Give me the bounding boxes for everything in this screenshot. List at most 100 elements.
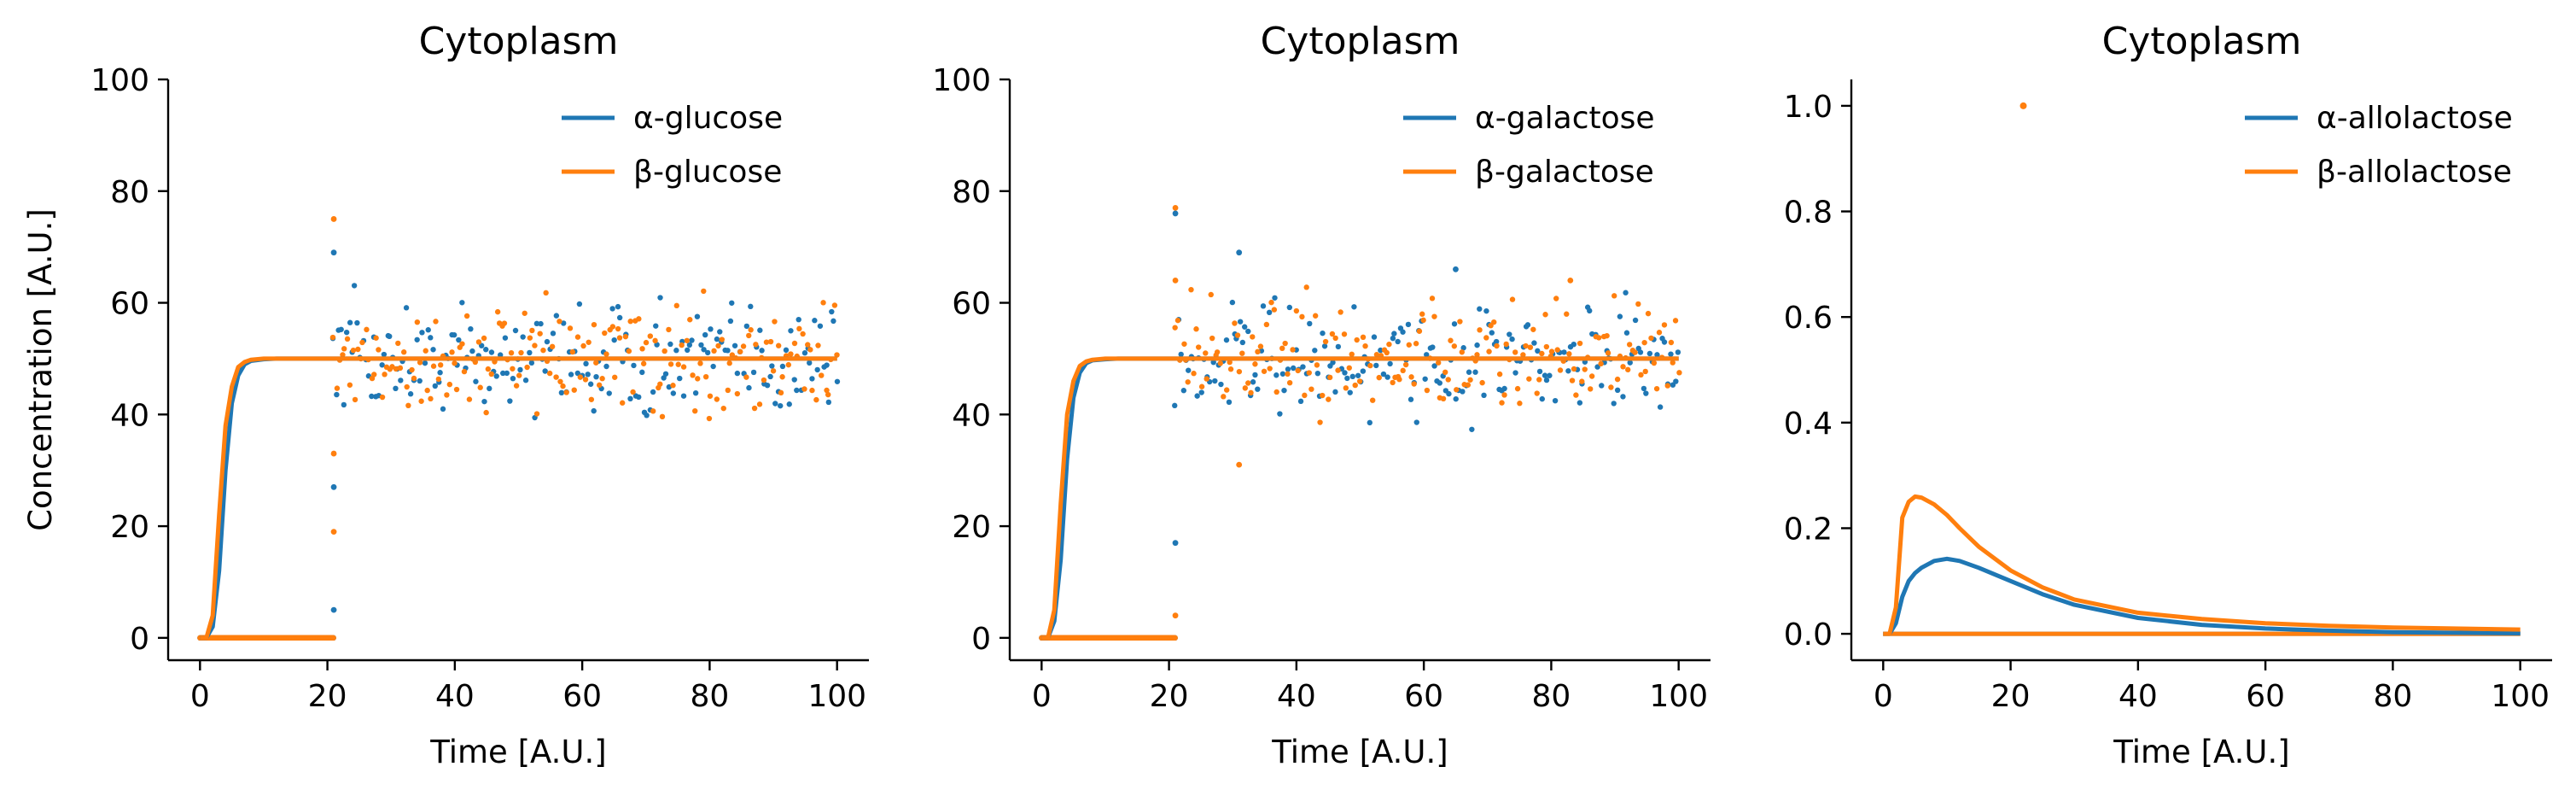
scatter-point: [650, 408, 656, 414]
scatter-point: [1641, 339, 1647, 346]
scatter-point: [1332, 389, 1338, 395]
scatter-point: [680, 393, 687, 399]
scatter-point: [1261, 368, 1268, 374]
scatter-point: [376, 347, 382, 353]
scatter-point: [1565, 368, 1571, 374]
scatter-point: [1459, 349, 1466, 355]
scatter-point: [1321, 343, 1328, 349]
scatter-point: [778, 402, 784, 409]
scatter-point: [1209, 335, 1215, 342]
scatter-point: [1312, 348, 1318, 354]
scatter-point: [1501, 392, 1507, 398]
scatter-point: [1430, 344, 1436, 350]
scatter-point: [1620, 394, 1626, 400]
scatter-point: [791, 340, 798, 347]
scatter-point: [1380, 371, 1387, 378]
scatter-point: [487, 385, 492, 392]
scatter-point: [1367, 362, 1373, 369]
scatter-point: [1208, 291, 1214, 298]
scatter-point: [1523, 342, 1529, 349]
legend-entry: α-allolactose: [2317, 101, 2513, 136]
scatter-point: [560, 383, 566, 389]
scatter-point: [662, 371, 669, 377]
scatter-point: [1424, 352, 1430, 358]
scatter-point: [1566, 351, 1572, 357]
scatter-point: [1499, 400, 1505, 406]
scatter-point: [1481, 392, 1487, 399]
scatter-point: [437, 370, 443, 376]
scatter-point: [379, 362, 385, 368]
scatter-point: [414, 319, 421, 325]
scatter-point: [1608, 384, 1614, 390]
scatter-point: [1594, 364, 1600, 370]
x-tick-label: 80: [1532, 679, 1571, 714]
scatter-point: [1242, 324, 1248, 330]
scatter-point: [734, 370, 741, 377]
scatter-point: [461, 368, 468, 375]
scatter-point: [430, 363, 437, 369]
scatter-point: [1338, 309, 1343, 315]
scatter-point: [714, 396, 720, 402]
scatter-point: [546, 370, 553, 377]
scatter-point: [451, 331, 458, 338]
scatter-point: [582, 377, 589, 383]
scatter-point: [1342, 370, 1348, 376]
scatter-point: [834, 378, 841, 384]
scatter-point: [403, 305, 410, 311]
scatter-point: [477, 384, 483, 390]
scatter-point: [746, 332, 752, 339]
legend-entry: α-glucose: [633, 101, 783, 136]
scatter-point: [708, 326, 714, 332]
scatter-point: [561, 320, 567, 326]
scatter-point: [701, 288, 707, 295]
scatter-point: [428, 395, 434, 402]
scatter-point: [502, 335, 509, 341]
scatter-point: [1293, 307, 1300, 314]
scatter-point: [417, 360, 423, 366]
scatter-point: [673, 302, 679, 309]
scatter-point: [1654, 352, 1660, 358]
scatter-point: [1429, 296, 1436, 301]
scatter-point: [1436, 360, 1442, 366]
scatter-point: [764, 382, 771, 389]
scatter-point: [1451, 321, 1458, 327]
x-tick-label: 40: [435, 679, 475, 714]
scatter-point: [1557, 367, 1564, 373]
scatter-point: [591, 321, 597, 328]
scatter-point: [666, 326, 672, 333]
scatter-point: [459, 300, 465, 306]
scatter-point: [1295, 367, 1301, 374]
scatter-point: [393, 385, 399, 392]
scatter-point: [661, 375, 667, 381]
scatter-point: [1527, 344, 1534, 350]
scatter-point: [1400, 329, 1406, 335]
scatter-point: [711, 348, 717, 354]
y-tick-label: 80: [110, 175, 149, 210]
scatter-point: [343, 329, 350, 336]
scatter-point: [801, 386, 807, 392]
scatter-point: [1272, 295, 1278, 301]
scatter-point: [1172, 612, 1179, 619]
scatter-point: [473, 378, 479, 384]
scatter-point: [364, 326, 370, 333]
scatter-point: [1646, 350, 1653, 357]
scatter-point: [1226, 399, 1233, 406]
scatter-point: [1442, 369, 1448, 376]
y-axis-label: Concentration [A.U.]: [22, 208, 59, 531]
scatter-point: [690, 372, 696, 378]
scatter-point: [407, 391, 414, 397]
scatter-point: [330, 606, 337, 613]
scatter-point: [397, 365, 404, 372]
legend-entry: β-glucose: [633, 155, 782, 190]
scatter-point: [807, 347, 813, 353]
scatter-point: [1509, 336, 1515, 342]
scatter-point: [1193, 326, 1199, 332]
scatter-point: [1186, 367, 1192, 373]
scatter-point: [1384, 349, 1390, 356]
scatter-point: [794, 387, 800, 394]
scatter-point: [639, 346, 645, 352]
scatter-point: [435, 376, 442, 383]
scatter-point: [580, 342, 586, 349]
scatter-point: [1223, 337, 1230, 343]
scatter-point: [710, 363, 716, 370]
